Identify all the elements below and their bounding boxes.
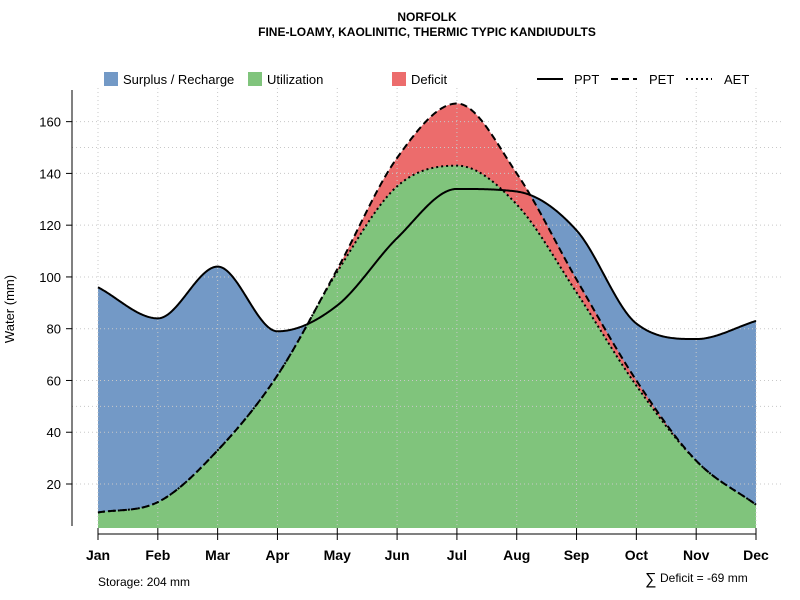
x-tick-label: May [324, 547, 351, 563]
legend-label-aet: AET [724, 72, 749, 87]
x-tick-label: Oct [625, 547, 649, 563]
legend-swatch-utilization [248, 72, 262, 86]
chart-subtitle: FINE-LOAMY, KAOLINITIC, THERMIC TYPIC KA… [258, 25, 596, 39]
legend-label-ppt: PPT [574, 72, 599, 87]
x-tick-label: Mar [205, 547, 230, 563]
storage-annotation: Storage: 204 mm [98, 575, 190, 589]
series-line-aet [97, 164, 757, 514]
area-utilization [98, 165, 756, 528]
legend-label-deficit: Deficit [411, 72, 448, 87]
series-line-ppt [97, 187, 757, 341]
legend-swatch-deficit [392, 72, 406, 86]
deficit-sum-symbol: ∑ [645, 571, 656, 588]
x-tick-label: Aug [503, 547, 530, 563]
axes: 20 40 60 80 100 120 140 160 Jan Feb Mar Apr May Jun Ju… [39, 90, 769, 563]
legend-swatch-surplus [104, 72, 118, 86]
x-tick-label: Feb [145, 547, 170, 563]
y-tick-label: 60 [47, 373, 61, 388]
y-tick-label: 120 [39, 218, 61, 233]
y-tick-label: 160 [39, 115, 61, 130]
y-tick-label: 140 [39, 166, 61, 181]
plot-lines [97, 102, 757, 514]
legend-label-surplus: Surplus / Recharge [123, 72, 234, 87]
y-axis-label: Water (mm) [2, 275, 17, 343]
legend: Surplus / Recharge Utilization Deficit P… [104, 72, 749, 87]
chart-title: NORFOLK [397, 10, 457, 24]
plot-grid [72, 88, 782, 528]
x-tick-label: Dec [743, 547, 769, 563]
x-tick-label: Nov [683, 547, 710, 563]
y-tick-label: 100 [39, 270, 61, 285]
y-tick-label: 40 [47, 425, 61, 440]
x-tick-label: Jun [385, 547, 410, 563]
x-tick-label: Apr [265, 547, 290, 563]
legend-label-utilization: Utilization [267, 72, 323, 87]
x-tick-label: Jul [447, 547, 467, 563]
y-tick-label: 20 [47, 477, 61, 492]
plot-areas [98, 103, 756, 528]
legend-label-pet: PET [649, 72, 674, 87]
x-tick-label: Sep [564, 547, 590, 563]
x-tick-label: Jan [86, 547, 110, 563]
y-tick-label: 80 [47, 322, 61, 337]
deficit-annotation: Deficit = -69 mm [660, 571, 748, 585]
